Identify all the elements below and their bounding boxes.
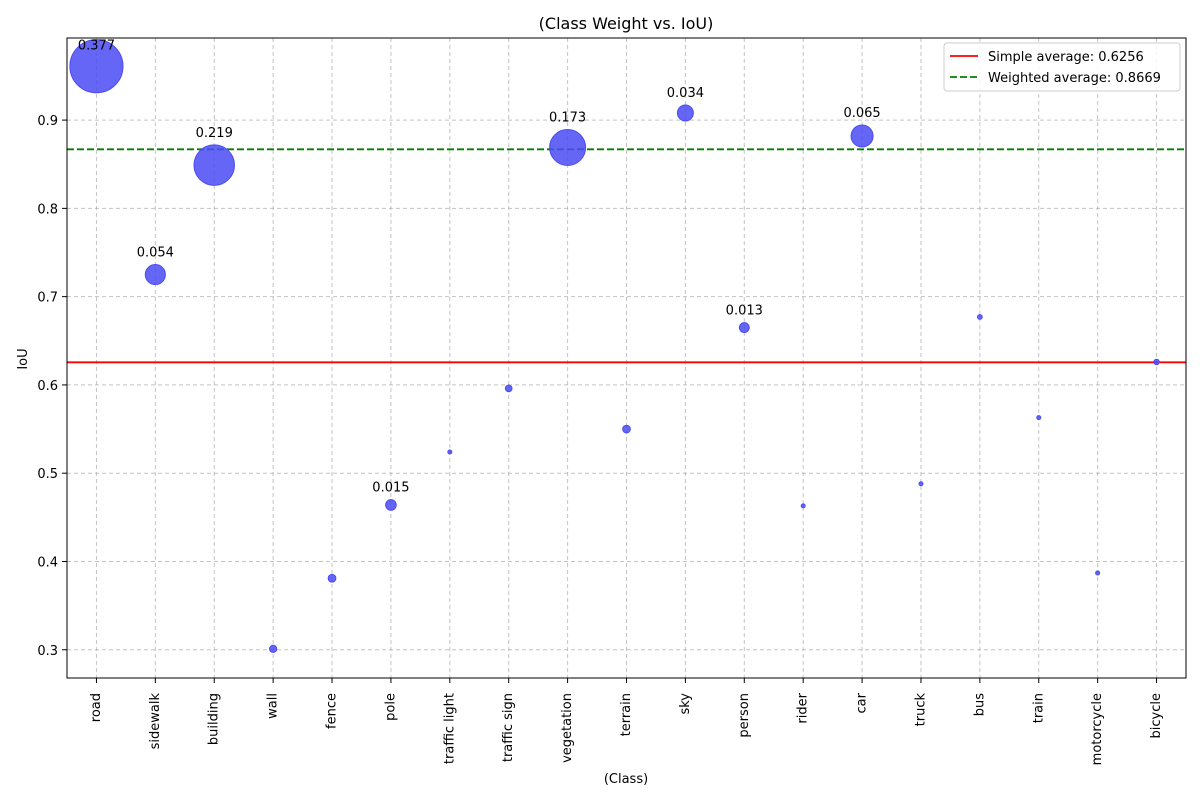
data-point — [504, 384, 513, 393]
x-axis-title: (Class) — [604, 772, 648, 787]
x-tick-label: train — [1031, 693, 1046, 723]
reference-lines — [67, 148, 1186, 364]
x-tick-label: terrain — [619, 693, 634, 736]
y-tick-label: 0.5 — [37, 467, 58, 482]
y-axis-title: IoU — [16, 348, 31, 369]
data-point — [1095, 570, 1101, 576]
x-tick-label: bicycle — [1149, 693, 1164, 738]
x-tick-label: person — [737, 693, 752, 738]
data-point — [69, 39, 124, 94]
data-point — [918, 481, 924, 487]
x-tick-label: fence — [325, 693, 340, 729]
x-axis-ticks: road sidewalk building wall fence pole traffic… — [89, 678, 1164, 765]
data-points — [69, 39, 1160, 653]
x-tick-label: bus — [972, 693, 987, 716]
x-tick-label: traffic light — [442, 693, 457, 764]
data-point — [1036, 415, 1042, 421]
y-tick-label: 0.8 — [37, 202, 58, 217]
plot-frame — [66, 37, 1187, 679]
grid — [67, 38, 1186, 678]
data-point — [676, 104, 694, 122]
data-point — [385, 499, 397, 511]
data-point — [622, 424, 631, 434]
x-tick-label: car — [855, 692, 870, 713]
chart-title: (Class Weight vs. IoU) — [539, 14, 714, 33]
legend-box — [943, 42, 1181, 92]
x-tick-label: wall — [266, 693, 281, 719]
x-tick-label: pole — [383, 693, 398, 721]
data-point — [447, 449, 453, 455]
data-point — [1153, 358, 1160, 366]
y-tick-label: 0.7 — [37, 291, 58, 306]
x-tick-label: sky — [678, 693, 693, 715]
data-labels: 0.377 0.054 0.219 0.015 0.173 0.034 0.013 0.065 — [78, 39, 881, 496]
data-point — [269, 644, 278, 653]
data-point — [800, 503, 806, 509]
legend-label: Weighted average: 0.8669 — [988, 71, 1161, 86]
y-axis-ticks: 0.3 0.4 0.5 0.6 0.7 0.8 0.9 — [37, 114, 67, 659]
x-tick-label: motorcycle — [1090, 693, 1105, 765]
legend: Simple average: 0.6256 Weighted average: … — [943, 42, 1181, 92]
data-point — [327, 573, 337, 583]
data-label: 0.034 — [667, 86, 704, 101]
x-tick-label: truck — [913, 693, 928, 727]
y-tick-label: 0.6 — [37, 379, 58, 394]
data-point — [193, 144, 235, 186]
data-label: 0.173 — [549, 110, 586, 125]
data-label: 0.377 — [78, 39, 115, 54]
y-tick-label: 0.3 — [37, 644, 58, 659]
data-point — [738, 322, 750, 333]
data-point — [144, 264, 166, 286]
data-label: 0.219 — [196, 126, 233, 141]
y-tick-label: 0.9 — [37, 114, 58, 129]
data-label: 0.013 — [726, 304, 763, 319]
x-tick-label: vegetation — [560, 693, 575, 763]
data-label: 0.054 — [137, 246, 174, 261]
x-tick-label: building — [207, 693, 222, 745]
data-label: 0.065 — [843, 106, 880, 121]
y-tick-label: 0.4 — [37, 555, 58, 570]
data-point — [549, 128, 587, 166]
data-label: 0.015 — [372, 481, 409, 496]
x-tick-label: sidewalk — [148, 693, 163, 750]
x-tick-label: road — [89, 693, 104, 722]
legend-label: Simple average: 0.6256 — [988, 50, 1144, 65]
data-point — [976, 314, 983, 320]
x-tick-label: traffic sign — [501, 693, 516, 762]
x-tick-label: rider — [796, 692, 811, 723]
data-point — [850, 124, 874, 148]
